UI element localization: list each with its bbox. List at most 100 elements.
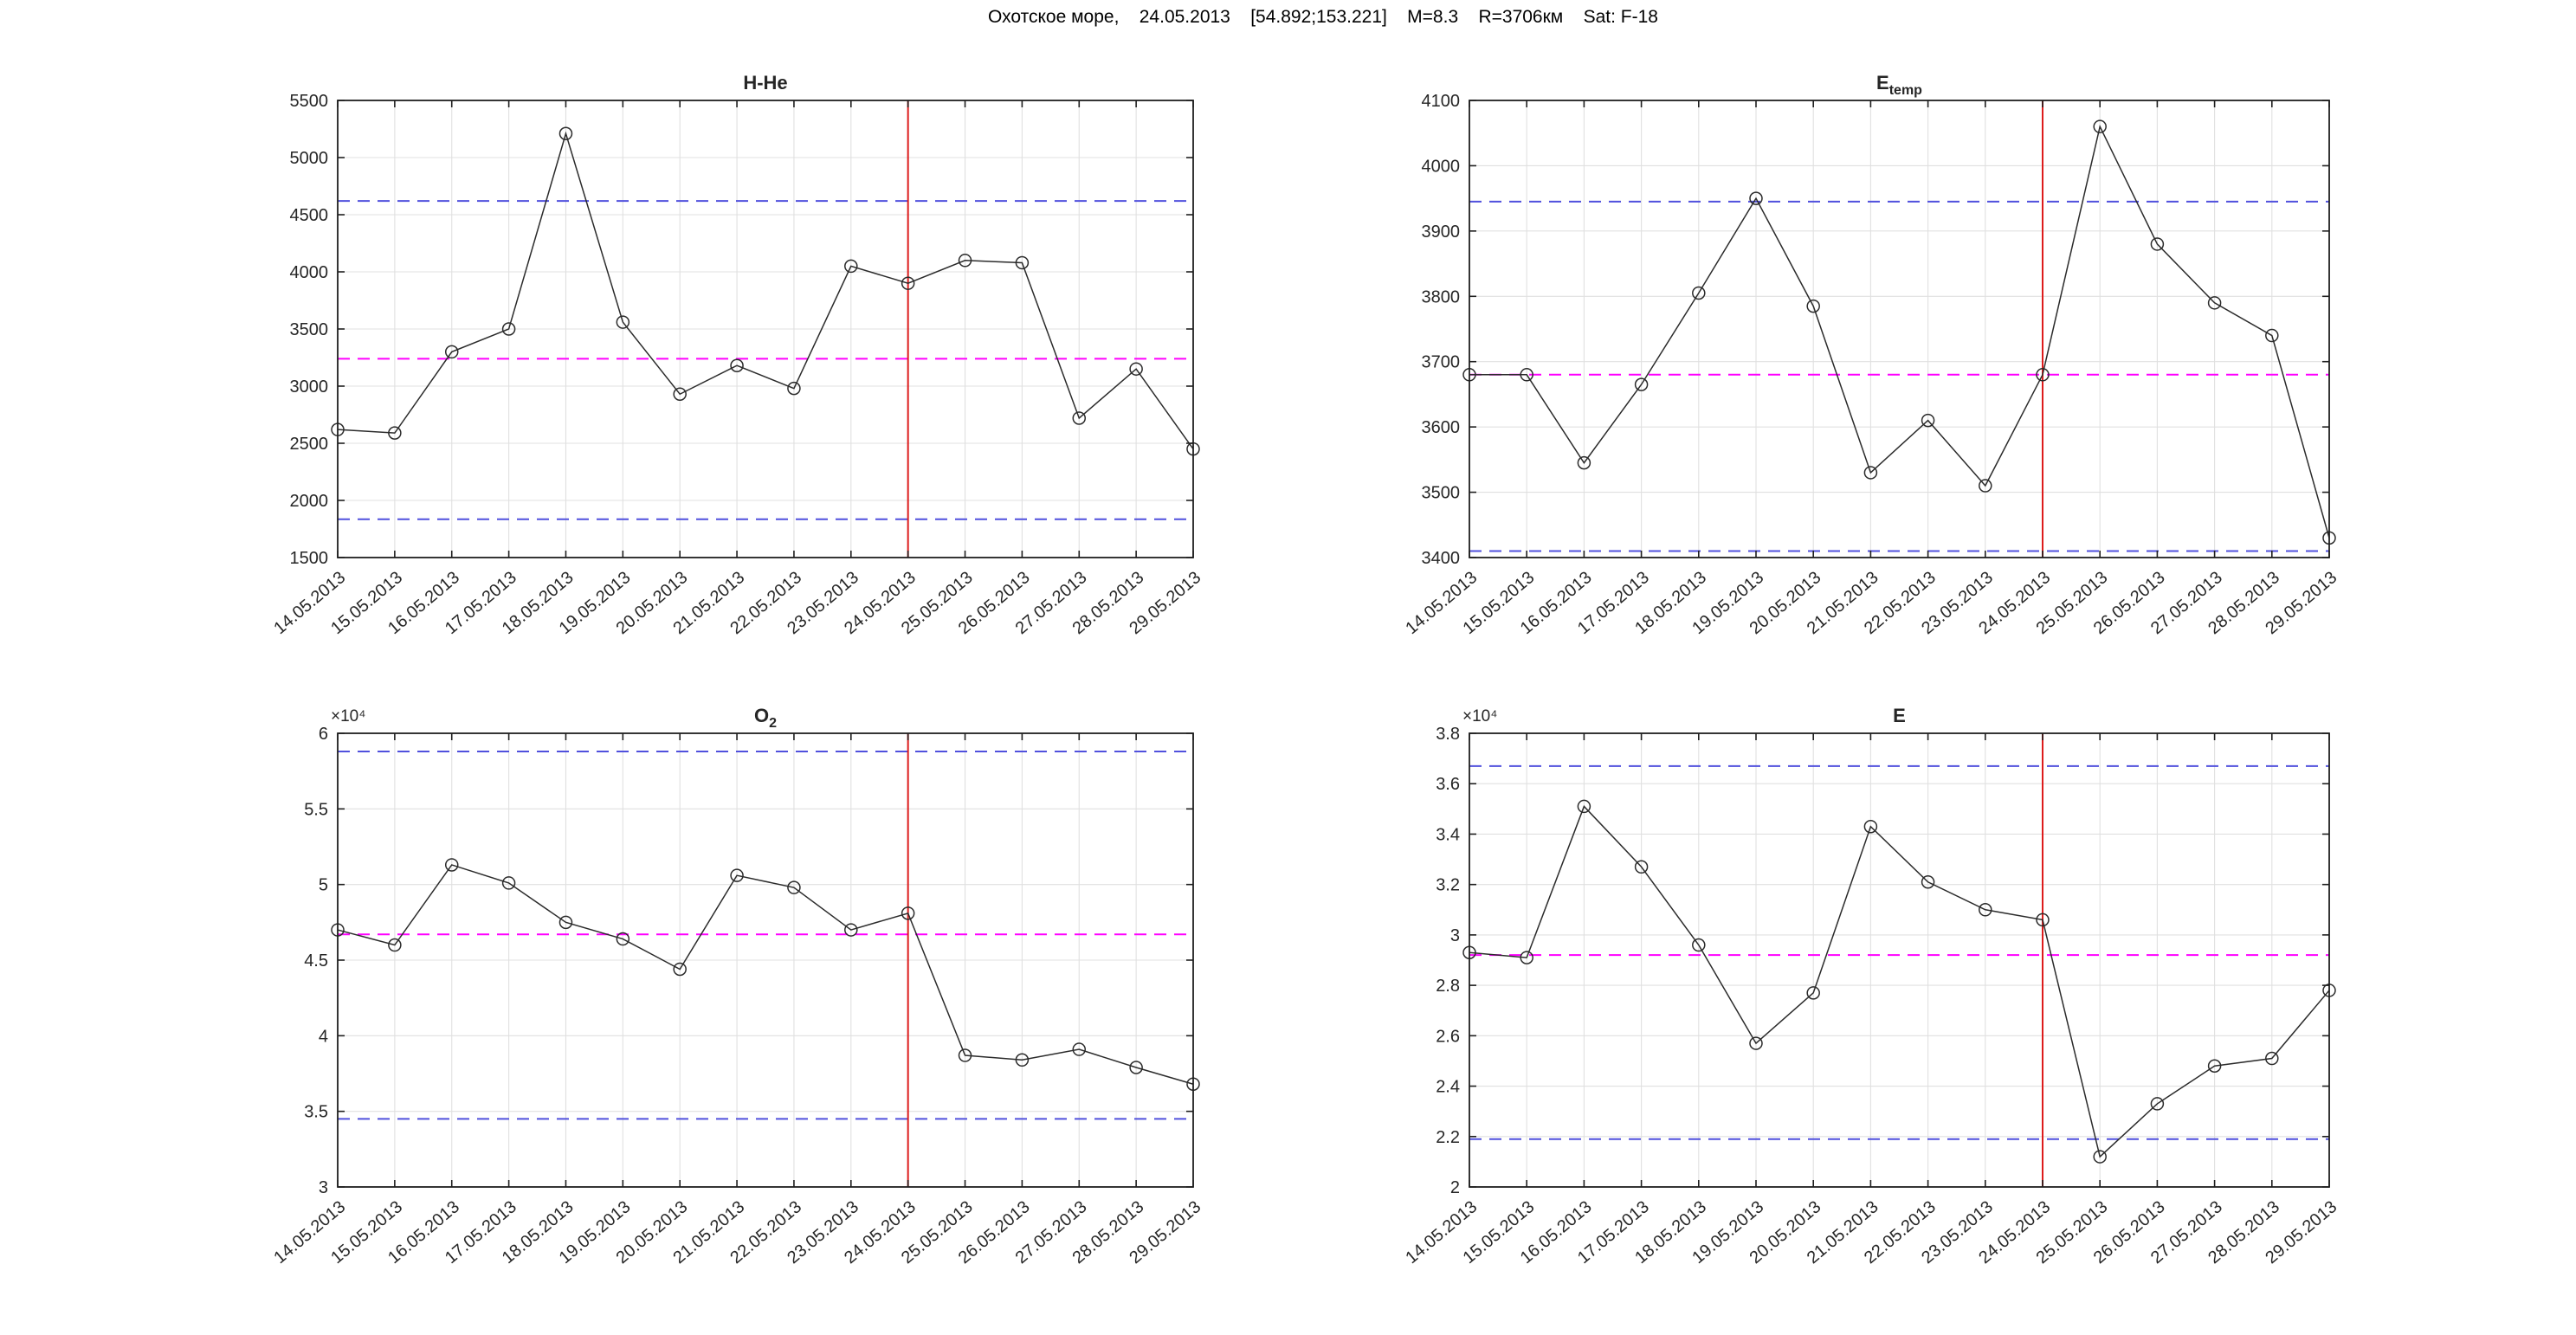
data-point-marker [1520, 368, 1533, 382]
y-tick-label: 4 [319, 1027, 328, 1046]
x-tick-label: 16.05.2013 [1517, 1197, 1596, 1267]
data-point-marker [2207, 296, 2222, 310]
y-tick-label: 4100 [1422, 92, 1461, 111]
y-tick-label: 3600 [1422, 418, 1461, 437]
data-point-marker [1015, 255, 1030, 270]
x-tick-label: 14.05.2013 [1402, 1197, 1481, 1267]
series-line [337, 131, 1194, 450]
data-point-marker [331, 422, 345, 436]
x-tick-label: 21.05.2013 [1804, 1197, 1882, 1267]
x-tick-label: 15.05.2013 [1460, 568, 1539, 638]
y-scale-label: ×10⁴ [331, 707, 365, 726]
data-point-marker [1577, 455, 1591, 470]
y-tick-label: 3.5 [304, 1103, 328, 1122]
data-point-marker [616, 315, 630, 329]
data-point-marker [1749, 191, 1763, 205]
data-point-marker [1806, 986, 1820, 1000]
x-tick-label: 29.05.2013 [2262, 568, 2340, 638]
y-tick-label: 3800 [1422, 287, 1461, 306]
data-point-marker [1577, 799, 1591, 814]
y-tick-label: 3 [1450, 926, 1460, 945]
x-tick-label: 15.05.2013 [327, 1197, 406, 1267]
data-point-marker [2207, 1059, 2222, 1074]
x-tick-label: 22.05.2013 [1861, 568, 1940, 638]
data-point-marker [1806, 299, 1820, 313]
data-point-marker [901, 906, 915, 920]
y-tick-label: 3.8 [1436, 725, 1460, 744]
data-point-marker [501, 322, 516, 336]
series-line [337, 864, 1194, 1085]
data-point-marker [2150, 1097, 2165, 1111]
x-tick-label: 24.05.2013 [1975, 568, 2054, 638]
data-point-marker [444, 858, 459, 872]
x-tick-label: 18.05.2013 [1631, 1197, 1710, 1267]
data-point-marker [616, 932, 630, 946]
x-tick-label: 24.05.2013 [1975, 1197, 2054, 1267]
y-tick-label: 4000 [1422, 157, 1461, 176]
axis-box [1469, 732, 2330, 1188]
x-tick-label: 17.05.2013 [442, 1197, 520, 1267]
data-point-marker [1129, 1061, 1143, 1074]
x-tick-label: 18.05.2013 [499, 1197, 578, 1267]
data-point-marker [1863, 466, 1878, 480]
data-point-marker [1979, 903, 1992, 917]
y-tick-label: 3400 [1422, 549, 1461, 568]
data-point-marker [958, 1048, 972, 1062]
x-tick-label: 24.05.2013 [841, 1197, 920, 1267]
y-tick-label: 3900 [1422, 222, 1461, 242]
y-tick-label: 4000 [290, 263, 329, 282]
x-tick-label: 25.05.2013 [898, 1197, 977, 1267]
chart-title: H-He [743, 72, 787, 94]
y-tick-label: 3.4 [1436, 825, 1460, 844]
y-tick-label: 6 [319, 725, 328, 744]
data-point-marker [1921, 413, 1935, 428]
x-tick-label: 17.05.2013 [1574, 568, 1653, 638]
x-tick-label: 22.05.2013 [1861, 1197, 1940, 1267]
y-tick-label: 3500 [290, 320, 329, 339]
y-tick-label: 5 [319, 876, 328, 895]
data-point-marker [787, 880, 801, 894]
x-tick-label: 19.05.2013 [1688, 568, 1767, 638]
x-tick-label: 15.05.2013 [1460, 1197, 1539, 1267]
data-point-marker [844, 923, 858, 937]
axis-box [337, 732, 1194, 1188]
x-tick-label: 19.05.2013 [556, 1197, 635, 1267]
data-point-marker [1186, 1077, 1200, 1091]
x-tick-label: 19.05.2013 [1688, 1197, 1767, 1267]
data-point-marker [1692, 938, 1706, 952]
data-point-marker [2265, 1051, 2279, 1066]
y-tick-label: 2000 [290, 492, 329, 511]
y-tick-label: 3.6 [1436, 775, 1460, 794]
x-tick-label: 21.05.2013 [669, 1197, 748, 1267]
x-tick-label: 15.05.2013 [327, 568, 406, 638]
y-tick-label: 2.8 [1436, 977, 1460, 996]
x-tick-label: 20.05.2013 [613, 568, 692, 638]
y-tick-label: 3 [319, 1178, 328, 1197]
y-tick-label: 2.6 [1436, 1027, 1460, 1046]
data-point-marker [1979, 479, 1992, 493]
data-point-marker [2093, 1150, 2107, 1164]
x-tick-label: 20.05.2013 [613, 1197, 692, 1267]
data-point-marker [958, 254, 972, 268]
x-tick-label: 23.05.2013 [784, 568, 862, 638]
x-tick-label: 26.05.2013 [2090, 568, 2169, 638]
data-point-marker [673, 387, 687, 401]
x-tick-label: 22.05.2013 [726, 568, 805, 638]
y-tick-label: 2.2 [1436, 1128, 1460, 1147]
data-point-marker [388, 426, 402, 440]
chart-title: O2 [754, 705, 777, 731]
data-point-marker [1072, 411, 1087, 425]
x-tick-label: 17.05.2013 [1574, 1197, 1653, 1267]
data-point-marker [2265, 328, 2279, 343]
x-tick-label: 21.05.2013 [669, 568, 748, 638]
data-point-marker [388, 938, 402, 952]
x-tick-label: 25.05.2013 [2033, 1197, 2112, 1267]
y-tick-label: 3700 [1422, 353, 1461, 372]
x-tick-label: 27.05.2013 [2147, 1197, 2226, 1267]
data-point-marker [1015, 1053, 1030, 1067]
data-point-marker [901, 276, 915, 290]
data-point-marker [1634, 860, 1649, 874]
x-tick-label: 26.05.2013 [2090, 1197, 2169, 1267]
data-point-marker [787, 381, 801, 396]
